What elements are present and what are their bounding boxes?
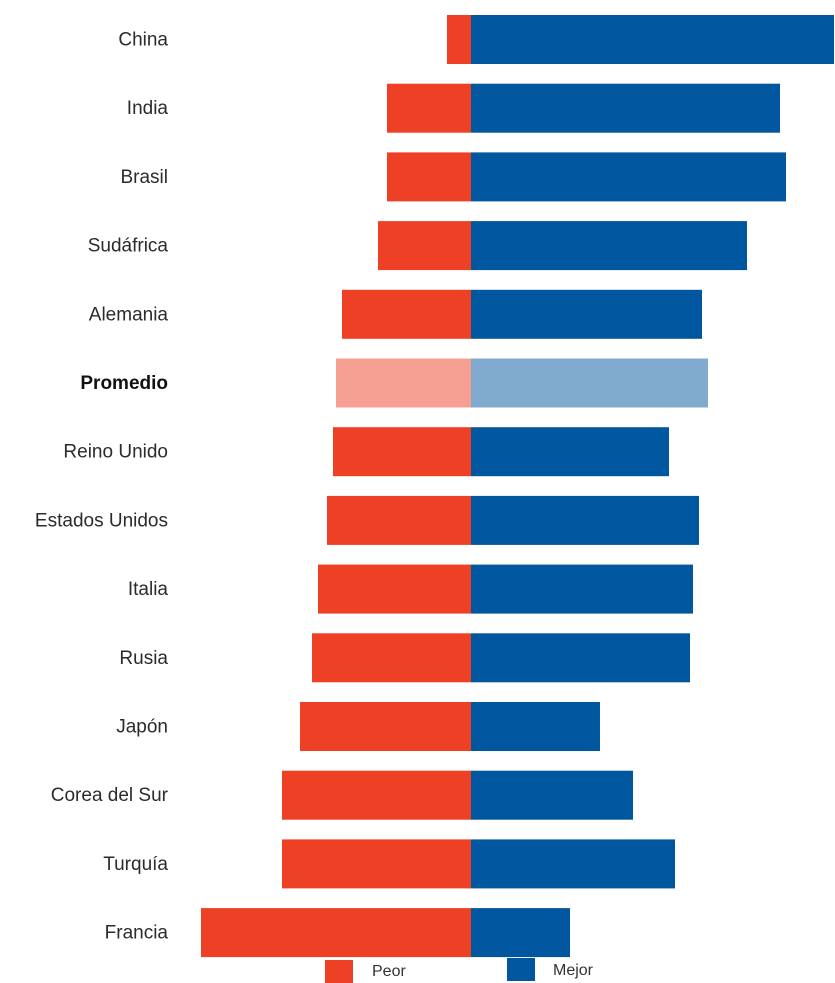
bar-peor-china — [447, 15, 471, 64]
bar-peor-italia — [318, 564, 471, 614]
bar-mejor-rusia — [471, 633, 690, 683]
bar-mejor-sudafrica — [471, 221, 747, 271]
legend-swatch-peor — [325, 960, 353, 983]
category-label-sudafrica: Sudáfrica — [88, 236, 169, 257]
category-label-corea-del-sur: Corea del Sur — [51, 785, 169, 806]
bar-peor-estados-unidos — [327, 495, 471, 545]
bar-mejor-japon — [471, 702, 600, 751]
category-label-turquia: Turquía — [103, 854, 168, 875]
bar-peor-corea-del-sur — [282, 770, 471, 820]
legend-label-mejor: Mejor — [553, 962, 594, 979]
legend: Peor Mejor — [325, 958, 594, 983]
bar-peor-brasil — [387, 152, 471, 202]
category-label-italia: Italia — [128, 579, 169, 600]
category-label-brasil: Brasil — [120, 167, 168, 188]
bars-group — [201, 15, 834, 958]
category-label-estados-unidos: Estados Unidos — [35, 510, 168, 531]
category-label-reino-unido: Reino Unido — [63, 442, 168, 463]
legend-swatch-mejor — [507, 958, 535, 981]
bar-mejor-francia — [471, 908, 570, 958]
bar-mejor-china — [471, 15, 834, 64]
bar-mejor-promedio — [471, 358, 708, 408]
bar-peor-turquia — [282, 839, 471, 889]
category-label-rusia: Rusia — [119, 648, 168, 669]
bar-mejor-india — [471, 83, 780, 133]
bar-mejor-alemania — [471, 289, 702, 339]
category-label-china: China — [118, 30, 168, 51]
bar-mejor-brasil — [471, 152, 786, 202]
bar-peor-reino-unido — [333, 427, 471, 477]
category-label-india: India — [127, 98, 169, 119]
bar-mejor-italia — [471, 564, 693, 614]
legend-label-peor: Peor — [372, 963, 406, 980]
bar-peor-sudafrica — [378, 221, 471, 271]
bar-peor-japon — [300, 702, 471, 751]
category-label-promedio: Promedio — [80, 373, 168, 394]
bar-mejor-corea-del-sur — [471, 770, 633, 820]
bar-peor-promedio — [336, 358, 471, 408]
bar-mejor-turquia — [471, 839, 675, 889]
category-label-alemania: Alemania — [89, 304, 169, 325]
category-label-japon: Japón — [116, 717, 168, 738]
bar-peor-rusia — [312, 633, 471, 683]
bar-peor-alemania — [342, 289, 471, 339]
category-labels-group: China India Brasil Sudáfrica Alemania Promedi… — [35, 30, 169, 944]
bar-mejor-reino-unido — [471, 427, 669, 477]
bar-mejor-estados-unidos — [471, 495, 699, 545]
bar-peor-francia — [201, 908, 471, 958]
category-label-francia: Francia — [105, 923, 169, 944]
bar-peor-india — [387, 83, 471, 133]
